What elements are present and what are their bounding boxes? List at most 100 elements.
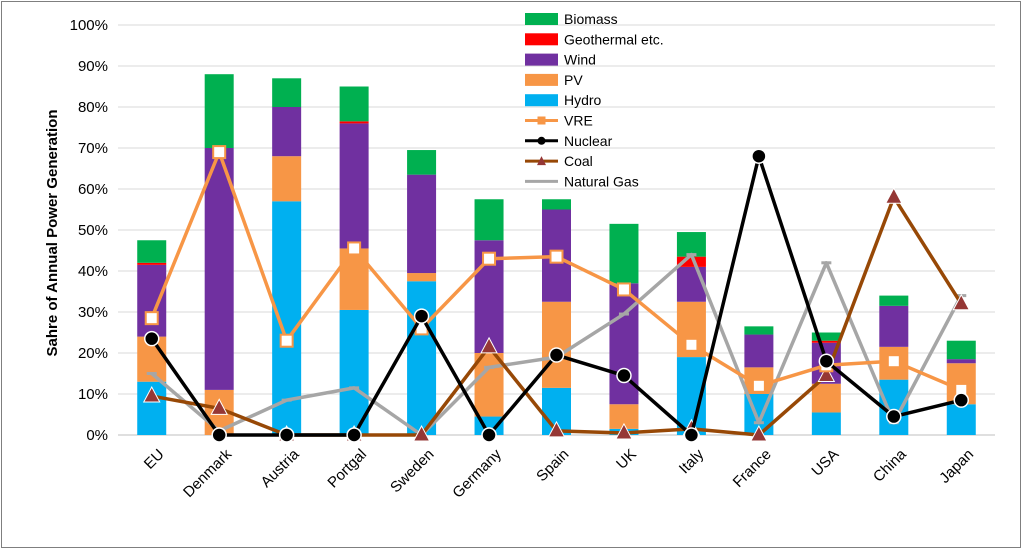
legend-swatch: [525, 73, 558, 86]
y-tick-label: 60%: [78, 181, 108, 198]
bar-segment: [879, 305, 909, 347]
bar-segment: [879, 295, 909, 306]
legend-swatch: [525, 13, 558, 25]
bar-segment: [407, 150, 437, 175]
line-marker: [142, 385, 161, 403]
bar-segment: [474, 353, 504, 417]
bar-segment: [676, 232, 706, 257]
line-marker: [347, 241, 362, 256]
line-marker: [616, 367, 632, 384]
x-axis-ticks: EU Denmark Austria Portgal Sweden Germany Spai…: [141, 445, 977, 501]
stacked-bars: [137, 74, 976, 435]
bar-segment: [137, 264, 167, 337]
line-marker: [279, 333, 294, 348]
line-marker: [886, 354, 901, 369]
legend-label: PV: [564, 72, 583, 88]
line-marker: [547, 420, 566, 438]
legend-label: Natural Gas: [564, 173, 639, 189]
y-tick-label: 30%: [78, 304, 108, 321]
x-tick-label: China: [870, 445, 910, 485]
legend-swatch: [525, 94, 558, 107]
x-tick-label: UK: [613, 446, 640, 473]
bar-segment: [609, 223, 639, 284]
line-marker: [683, 427, 700, 443]
x-tick-label: France: [730, 446, 775, 491]
bar-segment: [339, 123, 369, 249]
line-marker: [278, 427, 295, 443]
legend-label: Hydro: [564, 92, 602, 108]
x-tick-label: EU: [141, 446, 168, 473]
y-tick-label: 40%: [78, 263, 108, 280]
legend-label: Geothermal etc.: [564, 31, 664, 47]
y-tick-label: 10%: [78, 386, 108, 403]
line-marker: [346, 427, 362, 443]
legend-label: Coal: [564, 153, 593, 169]
bar-segment: [946, 340, 976, 360]
line-marker: [549, 249, 564, 264]
y-tick-label: 100%: [70, 17, 108, 34]
legend-marker: [537, 116, 546, 125]
legend-marker: [537, 136, 546, 145]
bar-segment: [811, 383, 841, 413]
bar-segment: [204, 148, 234, 390]
bar-segment: [137, 240, 167, 263]
bar-segment: [339, 121, 369, 124]
bar-segment: [676, 266, 706, 302]
y-tick-label: 0%: [86, 427, 108, 444]
line-marker: [144, 311, 159, 326]
y-tick-label: 70%: [78, 140, 108, 157]
line-marker: [616, 282, 631, 297]
x-tick-label: Spain: [533, 446, 572, 485]
line-marker: [953, 392, 970, 408]
bar-segment: [542, 301, 571, 388]
line-marker: [751, 378, 766, 393]
bar-segment: [272, 156, 302, 202]
x-tick-label: Italy: [676, 446, 708, 478]
line-marker: [211, 427, 227, 443]
line-marker: [684, 337, 699, 352]
bar-segment: [474, 199, 504, 241]
y-tick-label: 90%: [78, 58, 108, 75]
bar-segment: [811, 412, 841, 435]
x-tick-label: Portgal: [324, 446, 370, 492]
x-tick-label: Sweden: [387, 446, 437, 496]
bar-segment: [946, 404, 976, 435]
legend-label: Biomass: [564, 11, 618, 27]
bar-segment: [811, 332, 841, 341]
bar-segment: [676, 256, 706, 267]
line-marker: [480, 336, 498, 354]
line-marker: [412, 424, 431, 442]
line-marker: [548, 347, 565, 363]
line-marker: [884, 187, 903, 204]
bar-segment: [542, 199, 571, 210]
bar-segment: [407, 281, 437, 435]
bar-segment: [744, 334, 774, 368]
line-marker: [952, 293, 971, 311]
legend-label: Nuclear: [564, 133, 613, 149]
legend: Biomass Geothermal etc. Wind PV Hydro VRE Nucl…: [525, 11, 664, 189]
line-marker: [482, 251, 497, 266]
x-tick-label: Austria: [258, 445, 303, 490]
line-marker: [615, 422, 633, 440]
bar-segment: [137, 262, 167, 265]
bar-segment: [272, 78, 302, 107]
y-tick-label: 20%: [78, 345, 108, 362]
x-tick-label: Germany: [449, 446, 505, 502]
line-marker: [750, 424, 768, 442]
x-tick-label: Denmark: [180, 446, 235, 501]
bar-segment: [339, 309, 369, 435]
legend-label: Wind: [564, 52, 596, 68]
line-marker: [886, 408, 902, 425]
line-marker: [212, 145, 227, 160]
y-axis-ticks: 0% 10% 20% 30% 40% 50% 60% 70% 80% 90% 100%: [70, 17, 108, 444]
legend-marker: [537, 156, 546, 166]
legend-swatch: [525, 53, 558, 66]
line-marker: [210, 398, 229, 415]
bar-segment: [744, 326, 774, 335]
line-series: [142, 145, 971, 443]
bar-segment: [811, 340, 841, 343]
line-marker: [143, 330, 160, 347]
bar-segment: [946, 359, 976, 364]
bar-segment: [407, 174, 437, 274]
